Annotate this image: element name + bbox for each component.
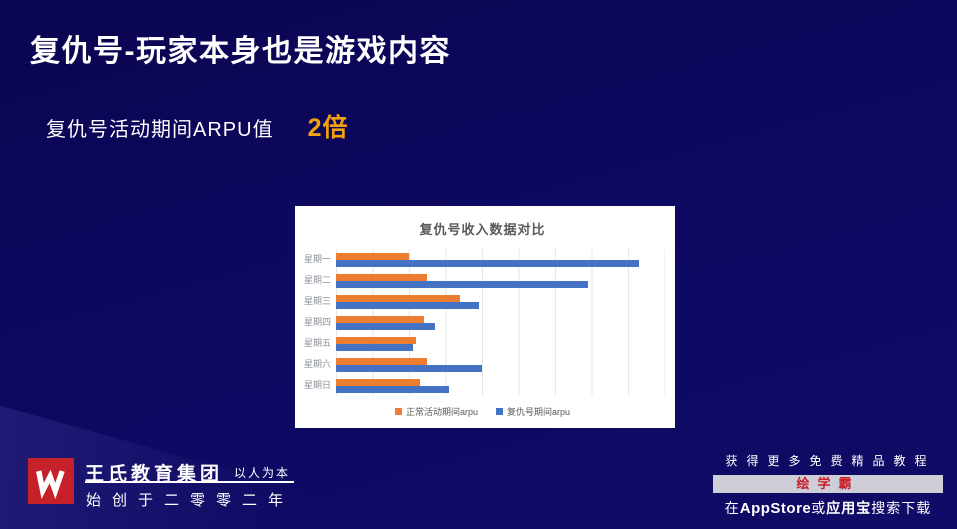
yingyongbao-label: 应用宝 <box>826 500 872 516</box>
chart-bars-area <box>336 249 665 396</box>
brand-motto: 以人为本 <box>234 466 291 480</box>
chart-bar <box>336 315 424 323</box>
download-suffix: 搜索下载 <box>871 500 932 516</box>
footer-divider-line <box>85 481 294 483</box>
wangshi-w-icon <box>36 469 65 499</box>
chart-category-label: 星期四 <box>304 317 332 327</box>
chart-bar <box>336 322 435 330</box>
chart-category-label: 星期六 <box>304 359 332 369</box>
promo-line: 获得更多免费精品教程 <box>725 454 936 468</box>
chart-category-label: 星期二 <box>304 275 332 285</box>
download-line: 在AppStore或应用宝搜索下载 <box>713 498 943 518</box>
chart-row <box>336 249 665 270</box>
chart-panel: 复仇号收入数据对比 星期一星期二星期三星期四星期五星期六星期日 正常活动期间ar… <box>295 206 675 428</box>
chart-row <box>336 375 665 396</box>
chart-category-label: 星期五 <box>304 338 332 348</box>
chart-bar <box>336 378 421 386</box>
chart-row <box>336 270 665 291</box>
chart-category-label: 星期三 <box>304 296 332 306</box>
wangshi-logo <box>28 458 74 504</box>
legend-label: 正常活动期间arpu <box>405 407 478 417</box>
footer-right: 获得更多免费精品教程 绘学霸 在AppStore或应用宝搜索下载 <box>713 452 943 518</box>
brand-since: 始创于二零零二年 <box>86 492 295 509</box>
page-title: 复仇号-玩家本身也是游戏内容 <box>30 35 451 68</box>
chart-bar <box>336 294 461 302</box>
chart-bar <box>336 252 410 260</box>
legend-swatch-icon <box>394 408 402 415</box>
subtitle-row: 复仇号活动期间ARPU值 2倍 <box>46 108 348 144</box>
chart-bar <box>336 273 428 281</box>
chart-title: 复仇号收入数据对比 <box>419 222 546 237</box>
chart-bar <box>336 357 428 365</box>
chart-bar <box>336 280 589 288</box>
chart-bar <box>336 259 640 267</box>
legend-item: 复仇号期间arpu <box>496 405 570 418</box>
subtitle-highlight-value: 2倍 <box>307 114 349 142</box>
chart-category-label: 星期一 <box>304 254 332 264</box>
chart-category-labels: 星期一星期二星期三星期四星期五星期六星期日 <box>300 249 336 396</box>
chart-bar <box>336 364 483 372</box>
chart-row <box>336 312 665 333</box>
legend-swatch-icon <box>496 408 503 415</box>
subtitle-label: 复仇号活动期间ARPU值 <box>46 119 274 141</box>
chart-body: 星期一星期二星期三星期四星期五星期六星期日 <box>300 249 665 396</box>
chart-row <box>336 291 665 312</box>
chart-bar <box>336 385 450 393</box>
chart-legend: 正常活动期间arpu 复仇号期间arpu <box>300 405 665 418</box>
chart-category-label: 星期日 <box>304 380 332 390</box>
legend-item: 正常活动期间arpu <box>394 405 478 418</box>
legend-label: 复仇号期间arpu <box>507 407 571 417</box>
download-or: 或 <box>811 500 827 516</box>
app-badge-bar: 绘学霸 <box>713 475 943 493</box>
chart-bar <box>336 343 413 351</box>
brand-name: 王氏教育集团 <box>85 464 224 485</box>
download-prefix: 在 <box>724 500 740 516</box>
appstore-label: AppStore <box>739 500 812 517</box>
chart-row <box>336 333 665 354</box>
app-badge-name: 绘学霸 <box>796 476 860 491</box>
chart-row <box>336 354 665 375</box>
chart-bar <box>336 336 417 344</box>
chart-bar <box>336 301 479 309</box>
